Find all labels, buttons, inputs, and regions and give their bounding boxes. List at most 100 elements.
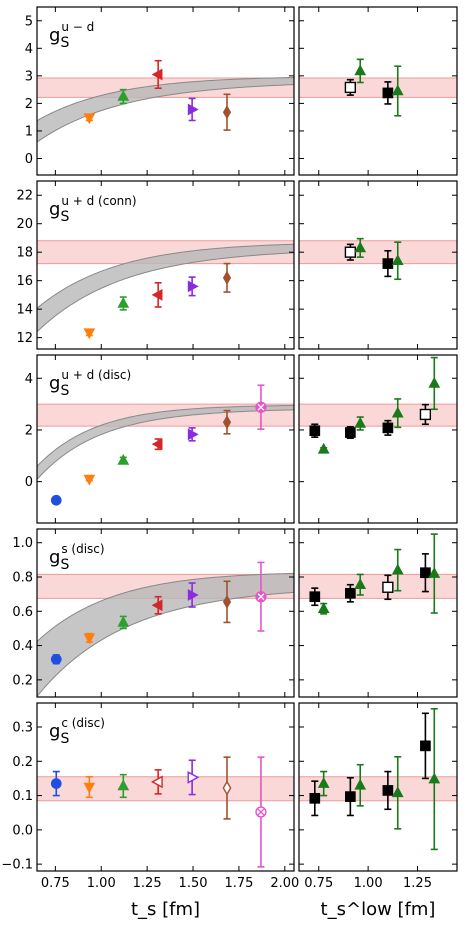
ytick-label-3: 3 — [25, 69, 33, 84]
ytick-label-0: 0 — [25, 475, 33, 490]
point-left-5 — [222, 594, 232, 609]
ytick-label-2: 0.1 — [12, 789, 33, 804]
point-left-3 — [151, 438, 163, 451]
panel-u+d-conn: 12 14 16 18 20 22 gSu + d (conn) — [16, 180, 458, 350]
point-right-2 — [382, 87, 394, 99]
band-right — [299, 574, 457, 599]
ytick-label-0: 0 — [25, 152, 33, 167]
point-left-2 — [117, 453, 130, 465]
band-right — [299, 78, 457, 98]
point-left-4 — [187, 428, 199, 441]
point-right-6 — [419, 408, 432, 421]
point-right-5 — [391, 786, 404, 798]
point-left-2 — [117, 779, 130, 791]
right-points — [309, 708, 441, 851]
right-frame — [298, 180, 458, 350]
fit-band — [37, 243, 294, 333]
point-left-4 — [187, 771, 200, 784]
ytick-label-1: 0.0 — [12, 823, 33, 838]
panel-label: gSc (disc) — [49, 716, 105, 747]
ytick-label-4: 20 — [16, 217, 33, 232]
ytick-label-2: 16 — [16, 274, 33, 289]
point-left-0 — [83, 328, 96, 340]
point-right-3 — [354, 416, 367, 428]
panel-c-disc: −0.1 0.0 0.1 0.2 0.3 gSc (disc) — [1, 702, 458, 873]
point-right-3 — [354, 578, 367, 590]
point-right-4 — [382, 581, 394, 593]
ytick-label-5: 5 — [25, 14, 33, 29]
x-axis-label-right: t_s^low [fm] — [321, 899, 436, 920]
point-right-2 — [345, 791, 356, 802]
ytick-label-3: 18 — [16, 246, 33, 261]
point-right-0 — [344, 81, 356, 94]
band-right — [299, 240, 457, 264]
left-frame — [36, 702, 295, 872]
point-right-2 — [345, 587, 356, 599]
ytick-label-2: 4 — [25, 372, 33, 387]
band-left — [37, 776, 294, 801]
point-right-0 — [309, 792, 321, 804]
point-right-1 — [317, 602, 330, 614]
fit-band — [37, 76, 294, 143]
point-left-3 — [150, 775, 163, 789]
right-points — [309, 533, 441, 615]
point-right-2 — [345, 427, 356, 438]
left-frame — [36, 6, 295, 176]
point-right-6 — [420, 740, 431, 752]
point-right-3 — [391, 254, 404, 266]
ytick-label-4: 4 — [25, 42, 33, 57]
point-left-2 — [151, 289, 163, 301]
point-right-2 — [382, 258, 394, 269]
right-frame — [298, 6, 458, 176]
point-right-1 — [354, 241, 367, 253]
point-right-1 — [317, 777, 330, 788]
ytick-label-4: 0.3 — [12, 721, 33, 736]
left-points — [50, 756, 267, 868]
right-points — [344, 237, 404, 281]
point-left-4 — [222, 105, 232, 120]
xtick-left-3: 1.50 — [179, 876, 208, 891]
xtick-left-1: 1.00 — [87, 876, 116, 891]
ytick-label-0: 12 — [16, 331, 33, 346]
point-right-5 — [391, 406, 404, 418]
point-left-1 — [117, 296, 130, 308]
xtick-right-0: 0.75 — [304, 876, 333, 891]
point-right-5 — [391, 563, 404, 575]
panel-label: gSu − d — [49, 20, 94, 51]
left-frame — [36, 180, 295, 350]
point-left-1 — [83, 782, 96, 794]
point-left-6 — [255, 591, 267, 603]
xtick-left-5: 2.00 — [270, 876, 299, 891]
panel-s-disc: 0.2 0.4 0.6 0.8 1.0 gSs (disc) — [12, 528, 458, 698]
point-right-0 — [309, 591, 321, 603]
point-left-4 — [187, 589, 199, 601]
left-frame — [36, 354, 295, 524]
left-points — [83, 59, 232, 131]
point-left-0 — [50, 653, 62, 665]
point-left-2 — [151, 68, 163, 81]
left-points — [83, 262, 232, 340]
panel-label: gSu + d (conn) — [49, 194, 137, 225]
ytick-label-1: 2 — [25, 423, 33, 438]
point-right-4 — [382, 785, 394, 796]
point-left-0 — [50, 778, 62, 789]
point-left-0 — [83, 113, 96, 125]
right-points — [309, 356, 441, 454]
right-frame — [298, 354, 458, 524]
xtick-right-1: 1.00 — [354, 876, 383, 891]
point-left-3 — [151, 599, 163, 612]
left-points — [50, 384, 267, 506]
point-left-5 — [222, 780, 232, 796]
right-plot-area — [299, 181, 457, 349]
point-right-7 — [428, 376, 441, 388]
point-left-5 — [222, 415, 232, 430]
point-left-1 — [83, 633, 96, 645]
xtick-left-4: 1.75 — [224, 876, 253, 891]
point-right-6 — [420, 567, 431, 579]
point-left-6 — [255, 806, 267, 818]
point-right-7 — [428, 772, 441, 784]
point-right-0 — [344, 246, 356, 258]
ytick-label-1: 1 — [25, 124, 33, 139]
panel-u-d: 0 1 2 3 4 5 gSu − d — [25, 6, 458, 176]
point-left-6 — [255, 401, 267, 413]
